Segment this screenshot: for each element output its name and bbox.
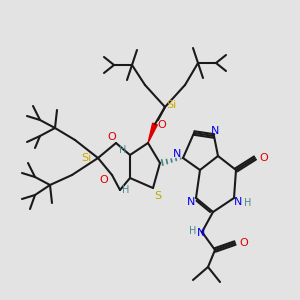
Text: O: O (108, 132, 116, 142)
Text: N: N (234, 197, 242, 207)
Text: O: O (100, 175, 108, 185)
Text: O: O (158, 120, 166, 130)
Text: N: N (211, 126, 219, 136)
Text: H: H (189, 226, 197, 236)
Text: S: S (154, 191, 162, 201)
Text: H: H (119, 145, 127, 155)
Text: N: N (197, 228, 205, 238)
Text: N: N (173, 149, 181, 159)
Text: Si: Si (81, 153, 91, 163)
Polygon shape (148, 123, 157, 143)
Text: O: O (240, 238, 248, 248)
Text: Si: Si (166, 100, 176, 110)
Text: H: H (244, 198, 252, 208)
Text: N: N (187, 197, 195, 207)
Text: O: O (260, 153, 268, 163)
Text: H: H (122, 185, 130, 195)
